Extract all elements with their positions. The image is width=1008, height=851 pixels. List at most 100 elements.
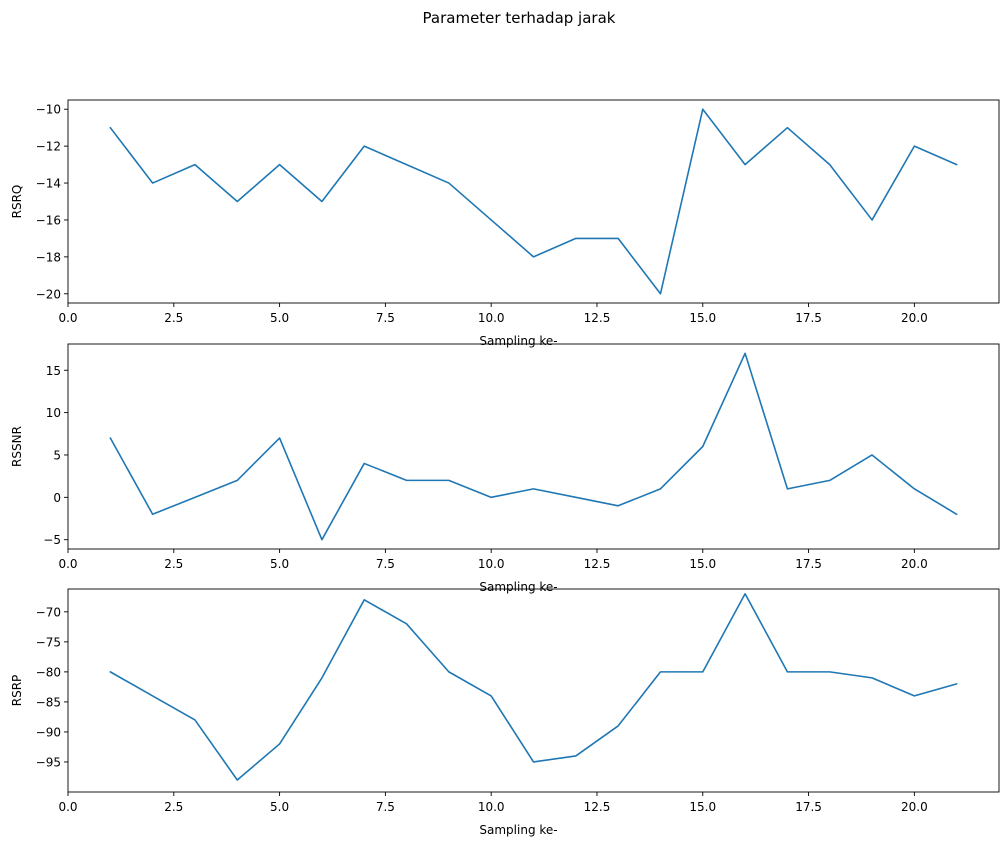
data-point [279,164,281,166]
data-point [490,219,492,221]
x-tick-label: 20.0 [901,800,928,814]
data-point [490,695,492,697]
data-point [236,201,238,203]
data-point [279,437,281,439]
y-axis-label: RSSNR [10,426,24,467]
data-point [533,761,535,763]
data-point [236,779,238,781]
data-point [109,127,111,129]
y-tick-label: −10 [36,103,61,117]
data-point [829,164,831,166]
data-point [913,488,915,490]
data-point [152,182,154,184]
y-tick-label: −80 [36,665,61,679]
y-tick-label: −90 [36,725,61,739]
x-tick-label: 5.0 [270,800,289,814]
series-line-rsrp [109,592,958,781]
y-tick-label: −75 [36,635,61,649]
data-point [194,496,196,498]
x-tick-label: 17.5 [795,800,822,814]
x-tick-label: 12.5 [584,311,611,325]
data-point [786,488,788,490]
y-tick-label: −16 [36,213,61,227]
data-point [786,671,788,673]
x-tick-label: 12.5 [584,557,611,571]
data-point [956,164,958,166]
data-point [744,164,746,166]
data-point [871,454,873,456]
series-line-rsrq [109,108,958,295]
plot-frame [67,99,1000,304]
data-point [617,237,619,239]
data-point [321,201,323,203]
data-point [363,462,365,464]
data-point [448,671,450,673]
data-point [871,677,873,679]
x-axis-label: Sampling ke- [479,580,557,594]
data-point [744,352,746,354]
y-axis-label: RSRP [10,675,24,707]
data-point [702,108,704,110]
data-point [617,505,619,507]
y-tick-label: −70 [36,605,61,619]
subplots: 0.0 2.5 5.0 7.5 10.0 12.5 15.0 17.5 20.0 −20 −18 −1… [10,99,1000,837]
data-point [913,695,915,697]
series-line-rssnr [109,352,958,541]
data-point [194,164,196,166]
x-tick-label: 2.5 [164,311,183,325]
data-point [575,496,577,498]
y-tick-label: 10 [46,406,61,420]
x-tick-label: 10.0 [478,311,505,325]
x-tick-label: 5.0 [270,311,289,325]
x-tick-label: 15.0 [689,557,716,571]
x-tick-label: 2.5 [164,800,183,814]
subplot-rsrp: 0.0 2.5 5.0 7.5 10.0 12.5 15.0 17.5 20.0 −95 −90 −8… [10,588,1000,837]
y-tick-label: 0 [53,491,61,505]
x-tick-label: 20.0 [901,311,928,325]
data-point [236,479,238,481]
y-tick-label: −14 [36,177,61,191]
x-axis-label: Sampling ke- [479,334,557,348]
data-point [109,437,111,439]
data-point [363,599,365,601]
y-tick-label: −18 [36,250,61,264]
x-tick-label: 0.0 [58,557,77,571]
data-point [871,219,873,221]
x-tick-label: 0.0 [58,800,77,814]
x-tick-label: 5.0 [270,557,289,571]
data-point [109,671,111,673]
figure-title: Parameter terhadap jarak [423,9,616,27]
data-point [575,755,577,757]
x-tick-label: 7.5 [376,800,395,814]
x-tick-label: 7.5 [376,311,395,325]
y-tick-label: 15 [46,364,61,378]
x-tick-label: 12.5 [584,800,611,814]
x-tick-label: 17.5 [795,557,822,571]
plot-frame [67,343,1000,550]
data-point [829,479,831,481]
x-tick-label: 7.5 [376,557,395,571]
data-point [194,719,196,721]
data-point [321,539,323,541]
plot-frame [67,588,1000,793]
x-tick-label: 0.0 [58,311,77,325]
data-point [786,127,788,129]
data-point [744,593,746,595]
data-point [533,488,535,490]
x-tick-label: 17.5 [795,311,822,325]
data-point [279,743,281,745]
data-point [956,683,958,685]
data-point [152,695,154,697]
y-tick-label: −20 [36,287,61,301]
data-point [702,446,704,448]
data-point [406,164,408,166]
data-point [659,293,661,295]
subplot-rsrq: 0.0 2.5 5.0 7.5 10.0 12.5 15.0 17.5 20.0 −20 −18 −1… [10,99,1000,348]
x-tick-label: 15.0 [689,800,716,814]
x-axis-label: Sampling ke- [479,823,557,837]
data-point [702,671,704,673]
x-tick-label: 20.0 [901,557,928,571]
data-point [152,513,154,515]
x-tick-label: 10.0 [478,800,505,814]
data-point [406,623,408,625]
